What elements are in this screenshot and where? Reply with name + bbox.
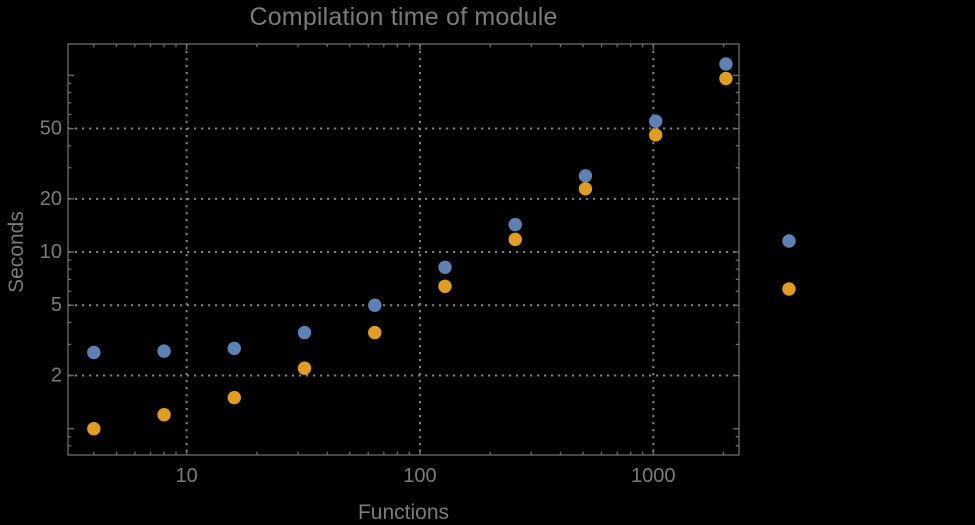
chart-title: Compilation time of module (249, 3, 558, 31)
y-tick-label: 2 (51, 365, 62, 387)
data-point-series-blue (157, 344, 171, 358)
y-tick-label: 10 (40, 241, 62, 263)
data-point-series-blue (719, 57, 733, 71)
y-tick-label: 50 (40, 118, 62, 140)
x-tick-label: 10 (176, 465, 198, 487)
data-point-series-orange (368, 325, 382, 340)
data-point-series-blue (648, 114, 663, 128)
data-point-series-blue (87, 345, 101, 360)
data-point-series-orange (157, 408, 171, 422)
data-point-series-orange (648, 128, 663, 142)
legend-marker-blue (782, 234, 796, 248)
data-point-series-blue (508, 217, 522, 232)
plot-frame (67, 43, 740, 456)
data-point-series-orange (87, 422, 101, 436)
data-point-series-blue (368, 298, 382, 312)
data-point-series-blue (578, 169, 593, 183)
x-tick-label: 100 (403, 465, 436, 487)
x-axis-label: Functions (357, 501, 450, 524)
data-point-series-orange (578, 182, 593, 196)
legend-marker-orange (782, 282, 796, 296)
y-axis-label: Seconds (5, 211, 28, 293)
y-tick-label: 20 (40, 188, 62, 210)
data-point-series-blue (438, 260, 452, 274)
data-point-series-blue (297, 325, 312, 340)
data-point-series-orange (227, 390, 241, 405)
x-tick-label: 1000 (631, 465, 676, 487)
data-point-series-blue (227, 341, 241, 356)
data-point-series-orange (719, 71, 733, 86)
y-tick-label: 5 (51, 294, 62, 316)
data-point-series-orange (438, 279, 452, 293)
data-point-series-orange (297, 361, 312, 375)
data-point-series-orange (508, 232, 522, 247)
